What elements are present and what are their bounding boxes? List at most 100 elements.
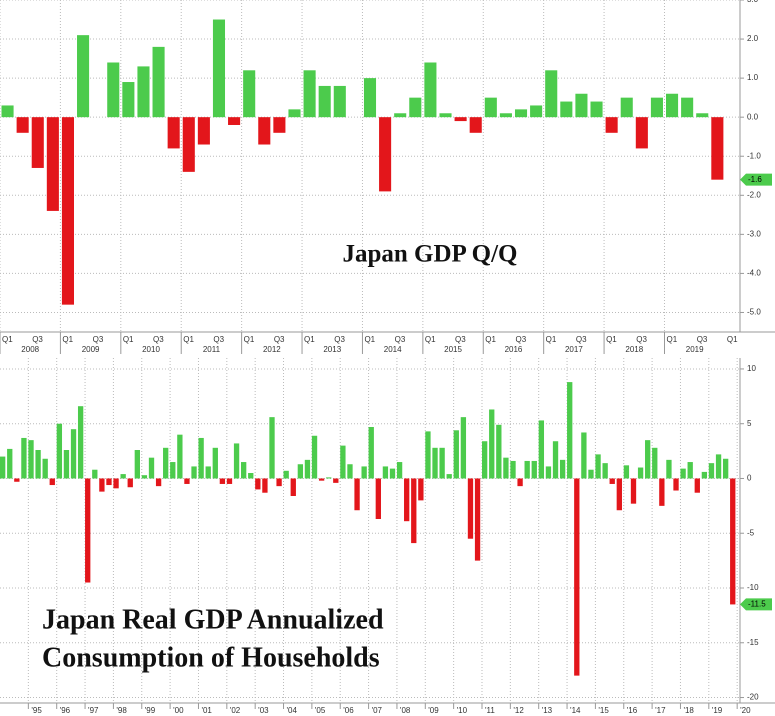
y-tick-label: -2.0 [747,190,761,199]
y-tick-label: -3.0 [747,229,761,238]
bar [197,117,210,145]
year-label: 2015 [444,345,462,354]
x-tick-label: '12 [513,706,524,715]
bar [340,445,346,479]
bar [107,62,120,118]
bar [134,450,140,479]
bar [650,97,663,118]
bar [122,82,135,118]
x-tick-label: '18 [683,706,694,715]
bar [379,117,392,192]
bar [432,447,438,479]
bar [240,462,247,479]
bar [418,478,424,501]
bar [590,101,603,118]
bar [499,113,512,118]
bar [7,448,13,479]
bar [396,462,403,479]
x-tick-label: Q1 [123,335,134,344]
bar [545,466,552,479]
chart-title: Consumption of Households [42,642,380,673]
bar [212,19,226,118]
bar [152,46,165,118]
x-tick-label: Q1 [606,335,617,344]
x-tick-label: '19 [712,706,723,715]
bar [243,70,256,118]
y-tick-label: -5.0 [747,308,761,317]
bar [616,478,622,511]
bar [290,478,296,496]
bar [42,458,48,479]
x-tick-label: Q3 [153,335,164,344]
x-tick-label: Q3 [334,335,345,344]
bar [701,471,708,479]
bar [170,462,176,479]
bar [730,478,736,605]
x-tick-label: '08 [400,706,411,715]
bar [16,117,29,133]
bar [574,478,580,676]
year-label: 2018 [625,345,643,354]
bar [659,478,665,506]
bar [77,35,90,118]
y-tick-label: -4.0 [747,269,761,278]
last-value-label: -1.6 [748,175,762,184]
bar [326,477,332,479]
bar [1,105,14,118]
bar [276,478,282,487]
bar [361,466,367,479]
bar [226,478,233,484]
y-tick-label: 10 [747,364,756,373]
y-tick-label: -15 [747,638,759,647]
last-value-label: -11.5 [748,600,766,609]
bar [645,440,651,479]
bar [545,70,558,118]
bar [530,105,543,118]
x-tick-label: '10 [457,706,468,715]
x-tick-label: '06 [343,706,354,715]
x-tick-label: Q3 [32,335,43,344]
bar [517,478,523,487]
bar [424,62,437,118]
year-label: 2013 [323,345,341,354]
bar [652,447,658,479]
year-label: 2019 [686,345,704,354]
bar [489,409,495,479]
y-tick-label: -1.0 [747,151,761,160]
bar [439,447,445,479]
x-tick-label: Q1 [727,335,738,344]
bar [198,437,204,479]
x-tick-label: '99 [145,706,156,715]
bar [694,478,700,493]
bar [722,458,729,479]
bar [637,467,644,479]
bar [409,97,422,118]
bar [474,478,481,561]
year-label: 2012 [263,345,281,354]
bar [460,417,467,479]
bar [297,464,304,479]
bar [575,93,588,118]
bar [581,432,587,479]
bar [21,437,27,479]
bar [560,101,573,118]
bar [635,117,648,149]
bar [155,478,162,487]
bar [481,441,488,479]
bar [559,459,566,479]
x-tick-label: Q1 [666,335,677,344]
bar [248,473,254,479]
bar [333,478,339,483]
bar [503,457,509,479]
bar [673,478,679,491]
bar [283,470,289,479]
x-tick-label: Q1 [244,335,255,344]
bar [411,478,417,544]
bar [514,109,528,118]
bar [182,117,195,172]
bar [177,434,183,479]
x-tick-label: Q1 [425,335,436,344]
bar [531,460,537,479]
x-tick-label: '96 [60,706,71,715]
x-tick-label: '13 [542,706,553,715]
